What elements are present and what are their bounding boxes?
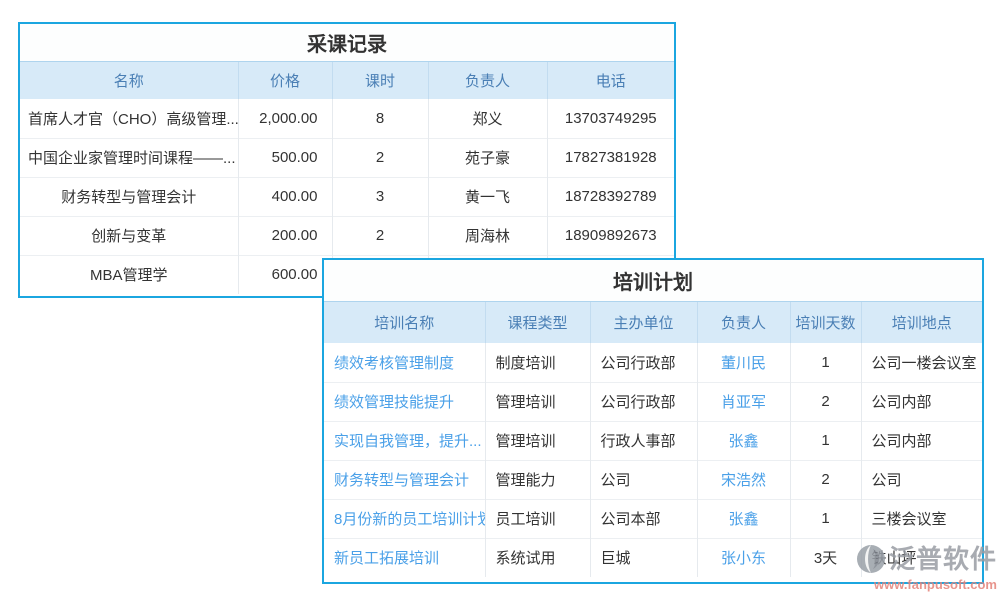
training-name-link[interactable]: 绩效管理技能提升 [324,381,486,421]
cell-organizer: 行政人事部 [590,420,698,460]
purchase-records-card: 采课记录 名称 价格 课时 负责人 电话 首席人才官（CHO）高级管理... 2… [18,22,676,298]
cell-price: 600.00 [238,254,333,294]
cell-owner: 周海林 [428,215,548,255]
training-plan-card: 培训计划 培训名称 课程类型 主办单位 负责人 培训天数 培训地点 绩效考核管理… [322,258,984,584]
owner-link[interactable]: 宋浩然 [697,459,791,499]
owner-link[interactable]: 董川民 [697,343,791,382]
cell-owner: 郑义 [428,99,548,138]
table-row: 中国企业家管理时间课程——... 500.00 2 苑子豪 1782738192… [20,137,674,177]
col-header-location: 培训地点 [861,302,982,343]
cell-name: 财务转型与管理会计 [20,176,239,216]
cell-location: 三楼会议室 [861,498,982,538]
training-table: 培训名称 课程类型 主办单位 负责人 培训天数 培训地点 绩效考核管理制度 制度… [324,302,982,577]
cell-location: 公司内部 [861,420,982,460]
cell-name: 创新与变革 [20,215,239,255]
cell-organizer: 公司行政部 [590,343,698,382]
owner-link[interactable]: 张鑫 [697,420,791,460]
cell-name: 中国企业家管理时间课程——... [20,137,239,177]
table-row: 实现自我管理，提升... 管理培训 行政人事部 张鑫 1 公司内部 [324,420,982,460]
table-row: 财务转型与管理会计 400.00 3 黄一飞 18728392789 [20,176,674,216]
watermark-brand-text: 泛普软件 [888,544,997,574]
owner-link[interactable]: 张小东 [697,537,791,577]
cell-hours: 3 [332,176,429,216]
owner-link[interactable]: 肖亚军 [697,381,791,421]
table-row: 绩效考核管理制度 制度培训 公司行政部 董川民 1 公司一楼会议室 [324,343,982,382]
cell-price: 2,000.00 [238,99,333,138]
cell-price: 200.00 [238,215,333,255]
cell-phone: 18909892673 [547,215,674,255]
training-name-link[interactable]: 8月份新的员工培训计划 [324,498,486,538]
cell-course-type: 制度培训 [485,343,591,382]
col-header-owner: 负责人 [428,62,548,99]
cell-phone: 18728392789 [547,176,674,216]
cell-location: 公司一楼会议室 [861,343,982,382]
cell-days: 3天 [790,537,862,577]
cell-days: 1 [790,498,862,538]
training-header-row: 培训名称 课程类型 主办单位 负责人 培训天数 培训地点 [324,302,982,343]
cell-days: 1 [790,343,862,382]
fanpu-logo-icon [855,543,887,575]
training-name-link[interactable]: 财务转型与管理会计 [324,459,486,499]
purchase-table-title: 采课记录 [20,24,674,62]
table-row: 财务转型与管理会计 管理能力 公司 宋浩然 2 公司 [324,459,982,499]
cell-course-type: 管理培训 [485,420,591,460]
cell-owner: 苑子豪 [428,137,548,177]
cell-phone: 13703749295 [547,99,674,138]
cell-course-type: 系统试用 [485,537,591,577]
owner-link[interactable]: 张鑫 [697,498,791,538]
table-row: 新员工拓展培训 系统试用 巨城 张小东 3天 铁山坪 [324,537,982,577]
purchase-header-row: 名称 价格 课时 负责人 电话 [20,62,674,99]
col-header-phone: 电话 [547,62,674,99]
table-row: 8月份新的员工培训计划 员工培训 公司本部 张鑫 1 三楼会议室 [324,498,982,538]
cell-days: 2 [790,459,862,499]
cell-course-type: 员工培训 [485,498,591,538]
table-row: 首席人才官（CHO）高级管理... 2,000.00 8 郑义 13703749… [20,99,674,138]
col-header-training-name: 培训名称 [324,302,486,343]
cell-course-type: 管理能力 [485,459,591,499]
cell-organizer: 巨城 [590,537,698,577]
cell-price: 500.00 [238,137,333,177]
col-header-owner: 负责人 [697,302,791,343]
cell-hours: 8 [332,99,429,138]
table-row: 绩效管理技能提升 管理培训 公司行政部 肖亚军 2 公司内部 [324,381,982,421]
cell-location: 公司 [861,459,982,499]
col-header-price: 价格 [238,62,333,99]
table-row: 创新与变革 200.00 2 周海林 18909892673 [20,215,674,255]
cell-days: 1 [790,420,862,460]
cell-hours: 2 [332,215,429,255]
cell-organizer: 公司行政部 [590,381,698,421]
col-header-hours: 课时 [332,62,429,99]
col-header-name: 名称 [20,62,239,99]
cell-days: 2 [790,381,862,421]
training-name-link[interactable]: 绩效考核管理制度 [324,343,486,382]
fanpu-watermark: 泛普软件 www.fanpusoft.com [855,543,997,591]
col-header-days: 培训天数 [790,302,862,343]
col-header-organizer: 主办单位 [590,302,698,343]
cell-owner: 黄一飞 [428,176,548,216]
watermark-url-text: www.fanpusoft.com [873,577,997,592]
cell-name: MBA管理学 [20,254,239,294]
cell-course-type: 管理培训 [485,381,591,421]
col-header-course-type: 课程类型 [485,302,591,343]
training-name-link[interactable]: 新员工拓展培训 [324,537,486,577]
cell-price: 400.00 [238,176,333,216]
cell-organizer: 公司 [590,459,698,499]
training-table-title: 培训计划 [324,260,982,302]
cell-hours: 2 [332,137,429,177]
cell-organizer: 公司本部 [590,498,698,538]
cell-location: 公司内部 [861,381,982,421]
training-name-link[interactable]: 实现自我管理，提升... [324,420,486,460]
cell-name: 首席人才官（CHO）高级管理... [20,99,239,138]
cell-phone: 17827381928 [547,137,674,177]
